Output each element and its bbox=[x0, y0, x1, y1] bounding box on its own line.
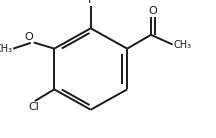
Text: CH₃: CH₃ bbox=[0, 44, 12, 54]
Text: Cl: Cl bbox=[28, 102, 39, 112]
Text: CH₃: CH₃ bbox=[174, 39, 192, 50]
Text: F: F bbox=[87, 0, 94, 5]
Text: O: O bbox=[149, 6, 157, 16]
Text: O: O bbox=[25, 32, 33, 42]
